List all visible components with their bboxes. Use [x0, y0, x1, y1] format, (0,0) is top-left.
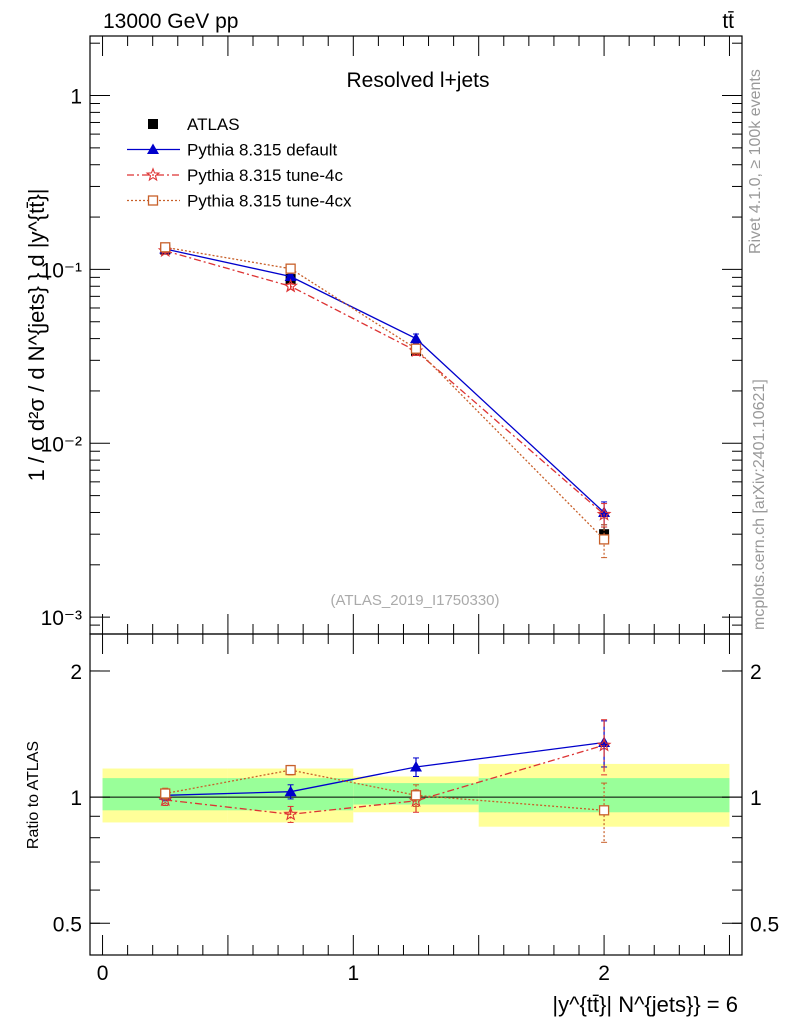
ratio-panel: 0.5 0.5 1 1 2 2 0 1 2 Ratio to ATLAS |y^{tt̄}| N^{…: [25, 633, 779, 1017]
series-pythia-8-315-default-line: [165, 248, 605, 513]
legend-pythia-8-315-default-marker: [147, 143, 159, 154]
series-pythia-8-315-tune-4cx-point: [160, 242, 171, 253]
y-tick-label: 2: [70, 661, 82, 684]
watermark: (ATLAS_2019_I1750330): [330, 592, 499, 609]
y-tick-label: 0.5: [53, 913, 82, 936]
series-pythia-8-315-default-point: [284, 270, 297, 282]
y-tick-label: 10⁻³: [41, 607, 82, 630]
series-pythia-8-315-tune-4cx-point: [410, 343, 422, 354]
x-tick-label: 0: [97, 962, 109, 985]
axes-frame: [89, 633, 743, 956]
series-pythia-8-315-default-point: [410, 760, 422, 772]
y-tick-label: 10⁻¹: [41, 259, 82, 282]
side-mcplots: mcplots.cern.ch [arXiv:2401.10621]: [751, 379, 768, 630]
series-pythia-8-315-tune-4c-line: [165, 250, 605, 515]
y-tick-label-right: 0.5: [750, 913, 779, 936]
legend-atlas-label: ATLAS: [187, 115, 240, 134]
y-tick-label-right: 2: [750, 661, 762, 684]
header-left: 13000 GeV pp: [103, 10, 238, 33]
series-pythia-8-315-tune-4cx-point: [598, 805, 610, 816]
y-tick-label: 1: [70, 787, 82, 810]
series-pythia-8-315-default-point: [284, 785, 297, 797]
series-pythia-8-315-tune-4cx-point: [285, 263, 296, 274]
legend-pythia-8-315-tune-4c-marker: [145, 167, 161, 182]
chart-title: Resolved l+jets: [347, 69, 490, 92]
series-pythia-8-315-tune-4c-line: [165, 744, 605, 815]
series-pythia-8-315-default-point: [598, 736, 611, 747]
y-tick-label-right: 1: [750, 787, 762, 810]
series-pythia-8-315-tune-4cx-point: [410, 790, 422, 801]
x-tick-label: 2: [598, 962, 610, 985]
series-pythia-8-315-tune-4cx-point: [598, 534, 610, 545]
series-pythia-8-315-tune-4cx-point: [160, 788, 171, 799]
series-pythia-8-315-tune-4c-point: [283, 806, 298, 821]
series-pythia-8-315-tune-4cx-line: [165, 769, 605, 811]
legend-atlas-marker: [148, 119, 158, 129]
legend-pythia-8-315-tune-4c-label: Pythia 8.315 tune-4c: [187, 166, 343, 185]
side-rivet: Rivet 4.1.0, ≥ 100k events: [747, 69, 764, 254]
series-pythia-8-315-tune-4cx-point: [285, 764, 296, 776]
y-tick-label: 1: [70, 86, 82, 109]
x-tick-label: 1: [347, 962, 359, 985]
legend-pythia-8-315-tune-4cx-label: Pythia 8.315 tune-4cx: [187, 192, 352, 211]
header-right: tt̄: [722, 10, 734, 33]
series-pythia-8-315-tune-4cx-line: [165, 246, 605, 540]
y-axis-label: 1 / σ d²σ / d N^{jets} } d |y^{tt̄}|: [24, 189, 49, 482]
series-pythia-8-315-default-point: [410, 332, 422, 344]
x-axis-label: |y^{tt̄}| N^{jets}} = 6: [552, 992, 738, 1017]
legend-pythia-8-315-default-label: Pythia 8.315 default: [187, 141, 338, 160]
main-panel: 10⁻³ 10⁻² 10⁻¹ 1 Resolved l+jets (ATLAS_2019_…: [24, 35, 743, 635]
series-pythia-8-315-default-line: [165, 741, 605, 796]
series-pythia-8-315-tune-4c-point: [596, 737, 612, 752]
legend-pythia-8-315-tune-4cx-marker: [147, 195, 159, 206]
series-pythia-8-315-tune-4c-point: [596, 506, 612, 521]
series-pythia-8-315-tune-4c-point: [283, 278, 298, 293]
ratio-y-axis-label: Ratio to ATLAS: [25, 741, 42, 849]
y-tick-label: 10⁻²: [41, 433, 82, 456]
